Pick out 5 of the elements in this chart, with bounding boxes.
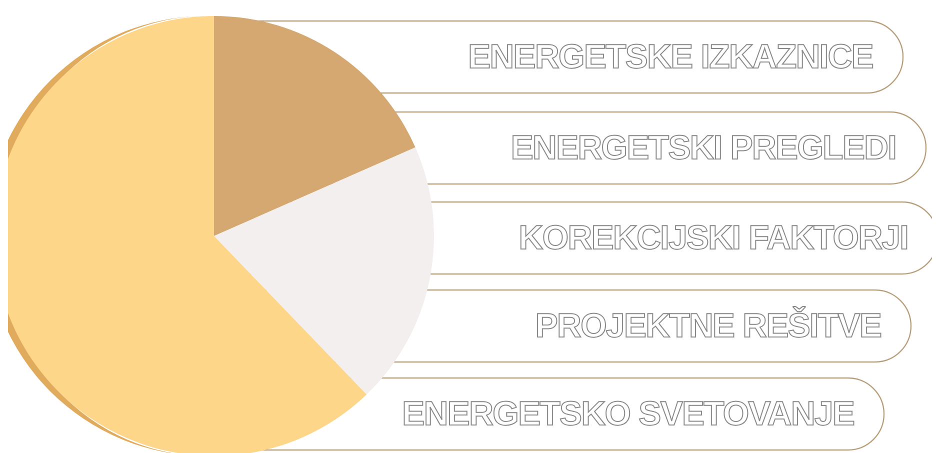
text: ENERGETSKE IZKAZNICE bbox=[468, 38, 874, 76]
text: KOREKCIJSKI FAKTORJI bbox=[518, 219, 908, 257]
text: PROJEKTNE REŠITVE bbox=[535, 306, 882, 345]
text: ENERGETSKO SVETOVANJE bbox=[402, 395, 854, 433]
text: ENERGETSKI PREGLEDI bbox=[510, 129, 896, 167]
